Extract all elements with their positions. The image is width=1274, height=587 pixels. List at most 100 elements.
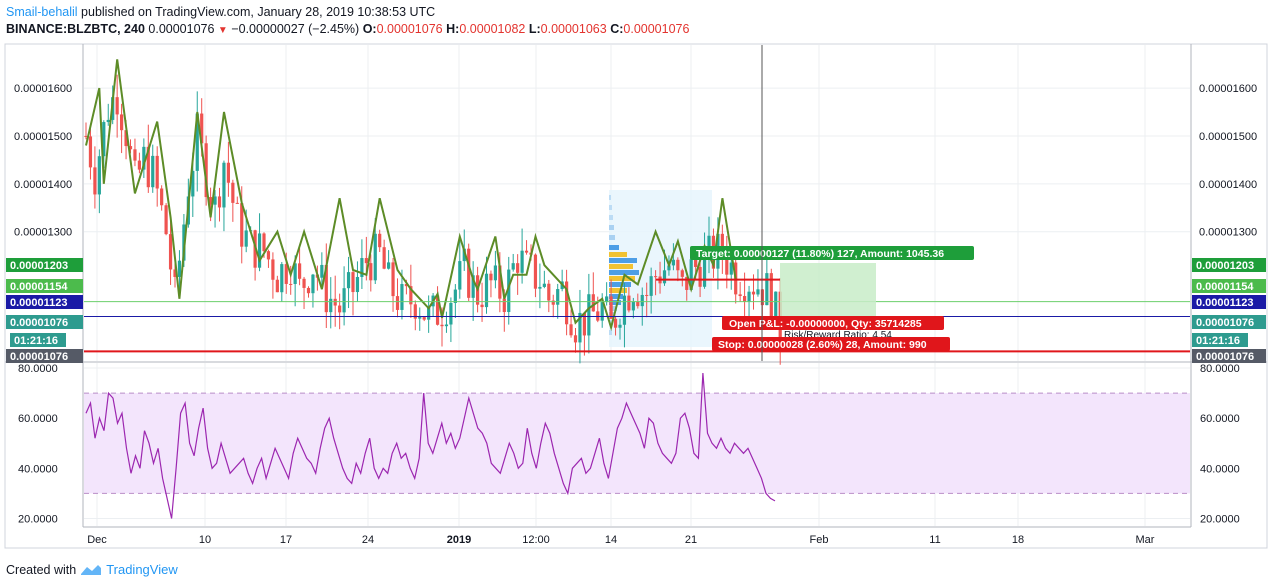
candle-body [311, 274, 315, 294]
price-tick-left: 0.00001600 [14, 83, 72, 95]
candle-body [440, 324, 444, 327]
candle-body [382, 247, 386, 269]
candle-body [155, 155, 159, 189]
candle-body [329, 298, 333, 313]
current-price-tag-right-bg [1192, 315, 1266, 329]
candle-body [102, 122, 106, 157]
candle-body [649, 276, 653, 296]
candle-body [676, 259, 680, 271]
low-label: L: [528, 22, 541, 36]
rsi-tick-left: 20.0000 [18, 513, 58, 525]
symbol-label: BINANCE:BLZBTC, 240 [6, 22, 145, 36]
target-price-tag-right: 0.00001203 [1196, 260, 1254, 272]
stop-box-text: Stop: 0.00000028 (2.60%) 28, Amount: 990 [718, 339, 927, 351]
candle-body [689, 259, 693, 290]
candle-body [373, 233, 377, 281]
time-tick: 10 [199, 534, 211, 546]
volume-profile-bar [609, 270, 639, 275]
candle-body [333, 298, 337, 306]
blue-price-tag-left-bg [6, 295, 83, 309]
volume-profile-bar [609, 288, 627, 293]
candle-body [302, 278, 306, 288]
candle-body [177, 260, 182, 277]
candle-body [547, 283, 551, 301]
long-position-tool[interactable]: Target: 0.00000127 (11.80%) 127, Amount:… [690, 246, 974, 351]
high-label: H: [446, 22, 460, 36]
candle-body [609, 296, 613, 319]
volume-profile-bar [609, 294, 623, 299]
time-tick: Mar [1136, 534, 1155, 546]
current-price-tag-right: 0.00001076 [1196, 317, 1254, 329]
candle-body [106, 119, 110, 123]
time-axis-labels: Dec 10 17 24 2019 12:00 14 21 Feb 11 18 Mar [87, 534, 1155, 546]
candle-body [538, 286, 542, 289]
volume-profile-bar [609, 245, 619, 250]
candle-body [124, 130, 128, 147]
tradingview-brand[interactable]: TradingView [106, 562, 178, 577]
candle-body [137, 160, 141, 170]
candle-body [640, 294, 644, 307]
candle-body [662, 270, 667, 284]
candle-body [484, 273, 489, 308]
current-price-tag-left-bg [6, 315, 83, 329]
candle-body [747, 291, 751, 302]
green-price-tag-right-bg [1192, 279, 1266, 293]
candle-body [209, 197, 213, 205]
candle-body [213, 196, 217, 205]
candle-body [774, 291, 778, 318]
chart-canvas[interactable]: Target: 0.00000127 (11.80%) 127, Amount:… [0, 0, 1274, 560]
volume-profile-bars [609, 195, 639, 335]
volume-profile-bar [609, 215, 613, 220]
candle-body [378, 233, 382, 248]
crosshair-price-tag-right: 0.00001076 [1196, 351, 1254, 363]
target-price-tag-left: 0.00001203 [10, 260, 68, 272]
candle-body [262, 233, 266, 252]
volume-profile-bar [609, 225, 614, 230]
candle-body [195, 113, 199, 171]
candle-body [600, 302, 604, 321]
green-price-tag-left: 0.00001154 [10, 281, 68, 293]
blue-price-tag-right: 0.00001123 [1196, 297, 1254, 309]
target-box-text: Target: 0.00000127 (11.80%) 127, Amount:… [696, 248, 944, 260]
rsi-tick-left: 40.0000 [18, 463, 58, 475]
candle-body [605, 296, 609, 303]
time-tick: 11 [929, 534, 940, 546]
candle-body [240, 203, 244, 247]
green-price-tag-left-bg [6, 279, 83, 293]
candle-body [200, 113, 204, 144]
author-link[interactable]: Smail-behalil [6, 5, 78, 19]
candle-body [133, 149, 137, 161]
candle-body [231, 182, 235, 203]
crosshair-price-tag-left-bg [6, 349, 83, 363]
candle-body [636, 301, 640, 307]
candle-body [618, 324, 622, 328]
down-arrow-icon: ▼ [217, 25, 228, 36]
candle-body [480, 304, 484, 308]
rsi-tick-right: 20.0000 [1200, 513, 1240, 525]
open-label: O: [362, 22, 377, 36]
candle-body [306, 287, 311, 294]
price-change: −0.00000027 (−2.45%) [231, 22, 360, 36]
price-tick-left: 0.00001400 [14, 179, 72, 191]
crosshair-price-tag-right-bg [1192, 349, 1266, 363]
candle-body [271, 259, 275, 280]
candle-body [115, 97, 119, 115]
price-tags: 0.00001203 0.00001154 0.00001123 0.00001076… [6, 258, 1266, 363]
countdown-tag-right-bg [1192, 333, 1248, 347]
candle-body [587, 294, 591, 336]
candle-body [280, 264, 284, 293]
candle-body [582, 312, 586, 336]
candle-body [164, 205, 168, 235]
candle-body [235, 202, 239, 204]
rsi-tick-right: 80.0000 [1200, 363, 1240, 375]
volume-profile-bar [609, 264, 633, 269]
risk-reward-text: Risk/Reward Ratio: 4.54 [784, 330, 892, 341]
candle-body [409, 286, 413, 305]
candle-body [565, 281, 569, 325]
publish-text: published on TradingView.com, January 28… [81, 5, 436, 19]
blue-price-tag-right-bg [1192, 295, 1266, 309]
candle-body [493, 265, 497, 281]
candle-body [387, 262, 391, 269]
rsi-tick-right: 60.0000 [1200, 413, 1240, 425]
price-tick-right: 0.00001400 [1199, 179, 1257, 191]
